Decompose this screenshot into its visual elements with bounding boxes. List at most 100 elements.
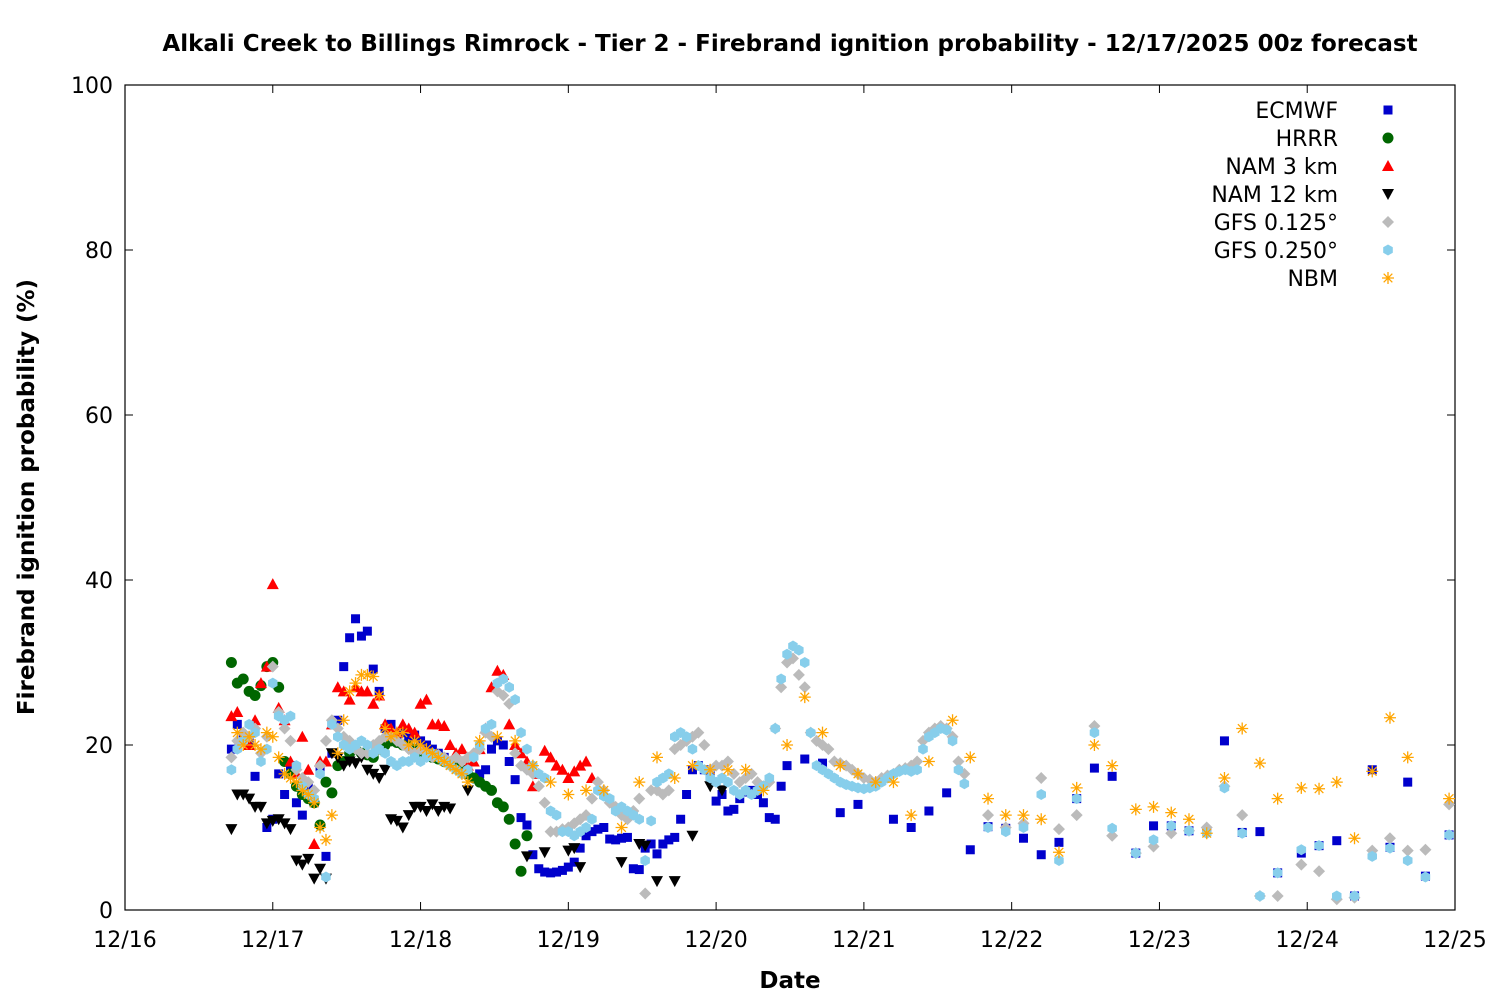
data-point [321,851,331,861]
data-point [1295,781,1308,794]
data-point [444,759,457,772]
data-point [356,631,366,641]
legend-marker [1382,160,1394,171]
data-point [640,855,650,866]
data-point [1052,846,1065,859]
data-point [225,657,237,668]
legend-label: NAM 12 km [1211,183,1338,208]
legend-marker [1382,189,1394,200]
data-point [687,743,698,755]
data-point [497,801,509,813]
data-point [822,743,835,756]
data-point [552,867,562,877]
data-point [420,693,433,705]
data-point [278,818,291,830]
data-point [486,718,497,730]
data-point [633,792,646,805]
data-point [723,776,733,788]
legend-label: GFS 0.250° [1214,239,1338,264]
data-point [349,677,362,690]
data-point [254,743,267,756]
data-point [319,734,332,747]
data-point [402,722,415,734]
x-axis: 12/16 12/17 12/18 12/19 12/20 12/21 12/22 12/23… [93,85,1487,953]
data-point [343,685,356,698]
data-point [379,722,392,735]
data-point [308,873,321,885]
data-point [599,823,609,832]
data-point [800,754,810,764]
y-tick-label: 100 [71,74,113,99]
data-point [345,633,355,643]
y-tick-label: 40 [85,569,113,594]
data-point [539,772,550,784]
data-point [698,739,711,751]
data-point [912,764,922,776]
y-axis: 0 20 40 60 80 100 [71,74,1455,924]
data-point [1401,751,1414,764]
data-point [361,668,374,681]
data-point [321,871,331,883]
data-point [1271,792,1284,805]
legend-label: GFS 0.125° [1214,211,1338,236]
data-point [254,801,267,813]
data-point [266,578,279,590]
data-point [646,839,656,849]
data-point [432,806,445,817]
data-point [557,865,567,875]
data-point [888,814,898,824]
data-point [646,815,656,827]
data-point [723,806,733,816]
data-point [905,809,918,822]
data-point [1366,765,1379,778]
data-point [414,739,427,751]
legend-marker [1382,216,1394,228]
data-point [1036,789,1046,800]
data-point [911,755,924,768]
data-point [1018,833,1028,843]
data-point [668,772,681,784]
data-point [1106,759,1119,772]
data-point [633,776,646,789]
legend-label: NBM [1287,267,1338,292]
data-point [568,765,581,777]
data-point [721,763,734,776]
data-point [758,798,768,808]
data-point [284,734,297,747]
data-point [367,697,380,709]
legend-marker [1383,105,1393,115]
data-point [1035,813,1048,826]
data-point [1255,890,1265,902]
data-point [538,744,551,756]
data-point [314,863,327,875]
data-point [805,727,816,739]
data-point [1383,711,1396,724]
data-point [244,718,254,730]
data-point [231,706,244,717]
data-point [782,761,792,771]
data-point [605,834,615,844]
data-point [664,768,674,780]
data-point [664,835,674,845]
data-point [302,763,315,775]
legend: ECMWF HRRR NAM 3 km NAM 12 km GFS 0.125° GFS … [1211,99,1394,292]
data-point [278,722,291,735]
data-point [1385,842,1395,854]
data-point [351,614,361,624]
data-point [597,784,610,797]
data-point [1403,777,1413,787]
data-point [302,853,315,865]
data-point [1236,809,1249,822]
data-point [568,843,581,855]
data-point [887,776,900,789]
data-point [1165,806,1178,819]
data-point [308,796,321,809]
x-tick-label: 12/21 [832,928,895,953]
data-point [676,814,686,824]
data-point [611,835,621,845]
data-point [617,833,627,843]
data-point [290,855,303,867]
data-point [249,690,261,701]
data-point [764,813,774,823]
